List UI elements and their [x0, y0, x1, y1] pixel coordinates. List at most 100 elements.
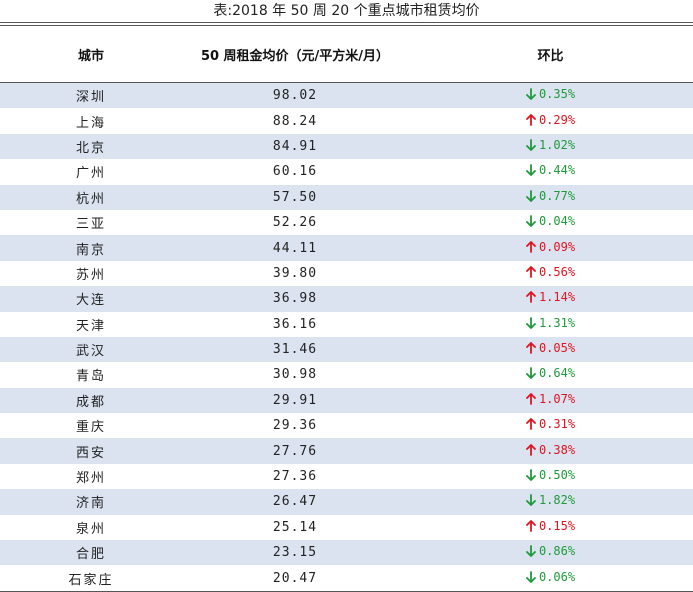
change-indicator: 1.07%: [526, 392, 575, 406]
change-value: 1.82%: [538, 493, 576, 508]
cell-price: 44.11: [272, 240, 318, 256]
arrow-down-icon: [526, 570, 536, 583]
change-indicator: 1.02%: [526, 138, 575, 152]
table-row: 济南 26.47 1.82%: [0, 489, 693, 515]
arrow-down-icon: [526, 316, 536, 329]
change-value: 0.09%: [538, 239, 576, 254]
change-indicator: 0.05%: [526, 341, 575, 355]
table-row: 石家庄 20.47 0.06%: [0, 565, 693, 590]
cell-change: 0.15%: [408, 519, 693, 536]
cell-price: 29.91: [272, 392, 318, 408]
cell-city: 石家庄: [68, 572, 114, 588]
table-row: 重庆 29.36 0.31%: [0, 413, 693, 438]
table-row: 青岛 30.98 0.64%: [0, 362, 693, 387]
header-change: 环比: [537, 48, 564, 64]
arrow-down-icon: [526, 215, 536, 228]
arrow-down-icon: [526, 164, 536, 177]
change-indicator: 1.82%: [526, 493, 575, 507]
cell-city: 广州: [75, 166, 106, 182]
cell-price: 60.16: [272, 164, 318, 180]
change-indicator: 0.77%: [526, 189, 575, 203]
cell-change: 0.35%: [408, 87, 693, 104]
cell-city: 合肥: [75, 547, 106, 563]
cell-price: 30.98: [272, 367, 318, 383]
arrow-up-icon: [526, 113, 536, 126]
cell-change: 0.50%: [408, 468, 693, 485]
cell-city: 上海: [75, 115, 106, 131]
arrow-up-icon: [526, 240, 536, 253]
cell-city: 北京: [75, 140, 106, 156]
arrow-down-icon: [526, 545, 536, 558]
table-row: 成都 29.91 1.07%: [0, 387, 693, 414]
change-indicator: 0.86%: [526, 544, 575, 558]
change-value: 0.86%: [538, 544, 576, 559]
table-header: 城市 50 周租金均价（元/平方米/月） 环比: [0, 26, 693, 83]
cell-change: 1.02%: [408, 138, 693, 155]
change-value: 0.38%: [538, 442, 576, 457]
cell-city: 郑州: [75, 471, 106, 487]
change-value: 0.15%: [538, 518, 576, 533]
cell-city: 重庆: [75, 420, 106, 436]
cell-change: 0.86%: [408, 544, 693, 561]
change-indicator: 0.35%: [526, 87, 575, 101]
cell-price: 26.47: [272, 494, 318, 510]
change-indicator: 0.06%: [526, 570, 575, 584]
cell-price: 27.76: [272, 443, 318, 459]
table-title: 表:2018 年 50 周 20 个重点城市租赁均价: [0, 0, 693, 23]
change-value: 1.07%: [538, 391, 576, 406]
change-indicator: 0.50%: [526, 468, 575, 482]
cell-city: 青岛: [75, 369, 106, 385]
cell-price: 88.24: [272, 113, 318, 129]
cell-city: 杭州: [75, 191, 106, 207]
table-row: 上海 88.24 0.29%: [0, 108, 693, 133]
cell-change: 0.44%: [408, 163, 693, 180]
change-indicator: 0.56%: [526, 265, 575, 279]
arrow-down-icon: [526, 469, 536, 481]
table-row: 杭州 57.50 0.77%: [0, 184, 693, 210]
cell-price: 84.91: [272, 138, 318, 154]
change-indicator: 1.14%: [526, 290, 575, 304]
change-value: 0.29%: [538, 112, 576, 127]
arrow-down-icon: [526, 367, 536, 380]
cell-price: 27.36: [272, 469, 318, 485]
change-indicator: 0.38%: [526, 443, 575, 457]
cell-price: 25.14: [272, 519, 318, 535]
cell-city: 成都: [75, 394, 106, 410]
table-row: 郑州 27.36 0.50%: [0, 464, 693, 489]
arrow-down-icon: [526, 494, 536, 507]
table-row: 泉州 25.14 0.15%: [0, 515, 693, 540]
change-indicator: 0.44%: [526, 163, 575, 177]
table-row: 大连 36.98 1.14%: [0, 286, 693, 312]
cell-city: 南京: [75, 242, 106, 258]
table-row: 南京 44.11 0.09%: [0, 235, 693, 261]
arrow-up-icon: [526, 443, 536, 456]
arrow-up-icon: [526, 291, 536, 304]
table-row: 合肥 23.15 0.86%: [0, 540, 693, 566]
cell-price: 31.46: [272, 342, 318, 358]
cell-price: 98.02: [272, 88, 318, 104]
cell-price: 36.16: [272, 316, 318, 332]
cell-city: 泉州: [75, 521, 106, 537]
cell-change: 0.04%: [408, 214, 693, 231]
change-value: 0.05%: [538, 341, 576, 356]
arrow-down-icon: [526, 88, 536, 101]
change-indicator: 0.04%: [526, 214, 575, 228]
cell-change: 1.07%: [408, 392, 693, 409]
change-value: 0.35%: [538, 87, 576, 102]
change-value: 0.77%: [538, 188, 576, 203]
cell-change: 0.64%: [408, 366, 693, 383]
table-row: 广州 60.16 0.44%: [0, 159, 693, 184]
cell-change: 0.56%: [408, 265, 693, 282]
arrow-down-icon: [526, 139, 536, 151]
cell-change: 1.14%: [408, 290, 693, 307]
table-row: 三亚 52.26 0.04%: [0, 210, 693, 235]
cell-price: 23.15: [272, 545, 318, 561]
table-row: 苏州 39.80 0.56%: [0, 261, 693, 286]
cell-change: 0.06%: [408, 570, 693, 587]
change-value: 0.06%: [538, 569, 576, 584]
cell-price: 20.47: [272, 570, 318, 586]
cell-price: 57.50: [272, 189, 318, 205]
cell-city: 济南: [75, 496, 106, 512]
change-indicator: 0.64%: [526, 366, 575, 380]
arrow-up-icon: [526, 392, 536, 405]
